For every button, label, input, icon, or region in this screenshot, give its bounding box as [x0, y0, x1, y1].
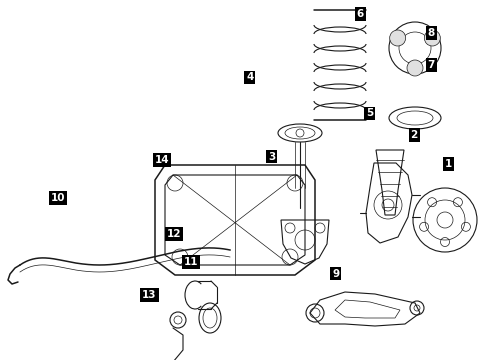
- Text: 13: 13: [142, 290, 157, 300]
- Text: 11: 11: [184, 257, 198, 267]
- Text: 10: 10: [50, 193, 65, 203]
- Circle shape: [424, 30, 441, 46]
- Text: 8: 8: [428, 28, 435, 38]
- Text: 6: 6: [357, 9, 364, 19]
- Text: 12: 12: [167, 229, 181, 239]
- Circle shape: [407, 60, 423, 76]
- Text: 4: 4: [246, 72, 254, 82]
- Text: 2: 2: [411, 130, 417, 140]
- Text: 9: 9: [332, 269, 339, 279]
- Text: 5: 5: [367, 108, 373, 118]
- Text: 1: 1: [445, 159, 452, 169]
- Circle shape: [390, 30, 406, 46]
- Text: 14: 14: [154, 155, 169, 165]
- Text: 3: 3: [269, 152, 275, 162]
- Text: 7: 7: [427, 60, 435, 70]
